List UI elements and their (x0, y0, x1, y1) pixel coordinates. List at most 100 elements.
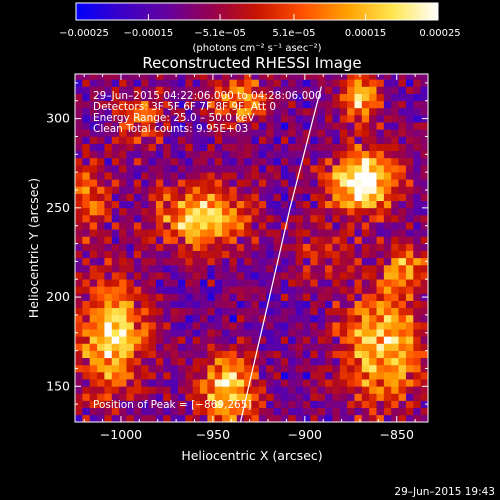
heatmap-cell (347, 414, 355, 422)
heatmap-cell (288, 207, 296, 216)
heatmap-cell (163, 143, 171, 152)
heatmap-cell (273, 250, 282, 259)
heatmap-cell (420, 272, 428, 280)
heatmap-cell (347, 293, 355, 301)
heatmap-cell (347, 214, 355, 223)
heatmap-cell (119, 100, 127, 109)
heatmap-cell (325, 93, 333, 102)
heatmap-cell (391, 286, 399, 294)
heatmap-cell (200, 272, 208, 280)
heatmap-cell (369, 307, 377, 316)
heatmap-cell (288, 393, 296, 401)
heatmap-cell (222, 322, 230, 330)
heatmap-cell (170, 74, 179, 80)
heatmap-cell (383, 386, 392, 394)
heatmap-cell (332, 200, 341, 209)
heatmap-cell (369, 264, 377, 273)
heatmap-cell (369, 129, 377, 137)
heatmap-cell (325, 79, 333, 87)
heatmap-cell (155, 250, 164, 259)
heatmap-cell (280, 343, 289, 351)
heatmap-cell (163, 115, 171, 123)
heatmap-cell (133, 172, 142, 180)
heatmap-cell (332, 379, 341, 387)
heatmap-cell (200, 264, 208, 273)
heatmap-cell (229, 157, 238, 166)
heatmap-cell (310, 93, 318, 102)
heatmap-cell (177, 400, 186, 409)
heatmap-cell (413, 236, 421, 244)
y-tick-label: 150 (46, 378, 70, 393)
heatmap-cell (177, 86, 186, 94)
heatmap-cell (192, 143, 201, 152)
heatmap-cell (280, 386, 289, 394)
heatmap-cell (405, 150, 414, 159)
heatmap-cell (332, 264, 341, 273)
heatmap-cell (126, 300, 135, 309)
heatmap-cell (133, 407, 142, 416)
heatmap-cell (207, 93, 216, 102)
heatmap-cell (89, 214, 98, 223)
heatmap-cell (185, 243, 193, 251)
heatmap-cell (126, 322, 135, 330)
heatmap-cell (420, 122, 428, 130)
heatmap-cell (361, 93, 370, 102)
heatmap-cell (280, 129, 289, 137)
heatmap-cell (170, 229, 179, 237)
solar-limb-line (239, 86, 322, 422)
heatmap-cell (141, 207, 149, 216)
heatmap-cell (141, 165, 149, 173)
heatmap-cell (229, 314, 238, 323)
heatmap-cell (369, 372, 377, 380)
heatmap-cell (236, 150, 245, 159)
heatmap-cell (155, 414, 164, 422)
heatmap-cell (413, 300, 421, 309)
heatmap-cell (376, 193, 385, 202)
heatmap-cell (148, 165, 157, 173)
heatmap-cell (325, 257, 333, 266)
heatmap-cell (244, 322, 252, 330)
heatmap-cell (104, 200, 113, 209)
heatmap-cell (163, 243, 171, 251)
heatmap-cell (141, 364, 149, 373)
heatmap-cell (244, 150, 252, 159)
heatmap-cell (376, 122, 385, 130)
heatmap-cell (325, 100, 333, 109)
heatmap-cell (339, 74, 348, 80)
heatmap-cell (170, 286, 179, 294)
heatmap-cell (288, 157, 296, 166)
heatmap-cell (398, 329, 407, 337)
heatmap-cell (148, 207, 157, 216)
heatmap-cell (325, 286, 333, 294)
heatmap-cell (295, 100, 304, 109)
heatmap-cell (200, 136, 208, 144)
heatmap-cell (104, 86, 113, 94)
heatmap-cell (207, 343, 216, 351)
heatmap-cell (332, 136, 341, 144)
heatmap-cell (420, 372, 428, 380)
heatmap-cell (244, 193, 252, 202)
heatmap-cell (75, 207, 83, 216)
heatmap-cell (133, 400, 142, 409)
heatmap-cell (119, 257, 127, 266)
heatmap-cell (89, 372, 98, 380)
heatmap-cell (89, 179, 98, 187)
heatmap-cell (75, 307, 83, 316)
heatmap-cell (361, 165, 370, 173)
heatmap-cell (214, 122, 223, 130)
heatmap-cell (141, 229, 149, 237)
heatmap-cell (280, 336, 289, 344)
heatmap-cell (133, 257, 142, 266)
heatmap-cell (273, 314, 282, 323)
heatmap-cell (75, 122, 83, 130)
heatmap-cell (141, 393, 149, 401)
heatmap-cell (200, 122, 208, 130)
heatmap-cell (354, 372, 363, 380)
heatmap-cell (266, 357, 274, 366)
heatmap-cell (280, 357, 289, 366)
heatmap-cell (111, 314, 120, 323)
heatmap-cell (266, 122, 274, 130)
heatmap-cell (82, 93, 90, 102)
heatmap-cell (339, 250, 348, 259)
heatmap-cell (398, 86, 407, 94)
